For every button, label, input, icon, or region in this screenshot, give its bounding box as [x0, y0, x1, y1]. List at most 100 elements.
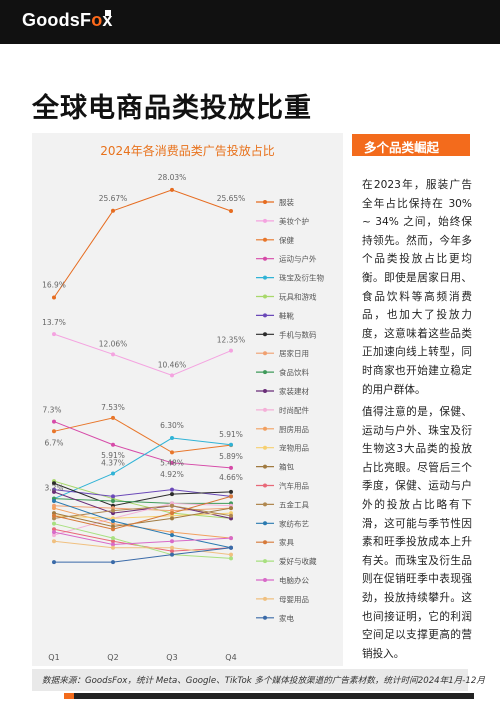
page-title: 全球电商品类投放比重 [32, 93, 312, 124]
data-point [52, 527, 56, 532]
legend-swatch-dot [263, 370, 267, 375]
legend-label: 母婴用品 [279, 595, 309, 604]
legend-item[interactable]: 家纺布艺 [256, 518, 309, 528]
legend-label: 玩具和游戏 [279, 292, 317, 302]
legend-item[interactable]: 汽车用品 [256, 481, 309, 491]
data-label: 25.67% [99, 194, 128, 203]
data-point [229, 552, 233, 557]
series-line [53, 437, 232, 500]
data-label: 13.7% [42, 318, 66, 327]
section-heading: 多个品类崛起 [364, 140, 440, 155]
legend-swatch-dot [263, 540, 267, 545]
legend-swatch-dot [263, 256, 267, 261]
series-line [53, 417, 232, 453]
legend-label: 家电 [279, 613, 294, 623]
legend-item[interactable]: 手机与数码 [256, 329, 317, 339]
series-line [53, 491, 232, 519]
data-label: 6.7% [44, 438, 63, 447]
legend-swatch-dot [263, 294, 267, 299]
chart-title: 2024年各消费品类广告投放占比 [100, 144, 275, 158]
data-point [52, 506, 56, 511]
legend-item[interactable]: 食品饮料 [256, 367, 309, 377]
x-tick-label: Q1 [48, 653, 59, 662]
data-label: 4.66% [219, 473, 243, 482]
legend-item[interactable]: 保健 [256, 235, 294, 245]
legend-item[interactable]: 服装 [256, 197, 294, 207]
x-tick-label: Q3 [166, 653, 177, 662]
data-point [111, 518, 115, 523]
legend-item[interactable]: 箱包 [256, 462, 294, 472]
legend-swatch-dot [263, 218, 267, 223]
data-point [111, 527, 115, 532]
legend-item[interactable]: 美妆个护 [256, 216, 309, 226]
legend-item[interactable]: 母婴用品 [256, 595, 309, 604]
data-point [229, 536, 233, 541]
data-point [229, 442, 233, 447]
legend-label: 五金工具 [279, 499, 309, 509]
series-line [53, 333, 232, 376]
source-note: 数据来源：GoodsFox，统计 Meta、Google、TikTok 多个媒体… [42, 676, 485, 686]
series-line [53, 498, 231, 504]
legend-item[interactable]: 珠宝及衍生物 [256, 273, 324, 283]
data-label: 4.37% [101, 459, 125, 468]
legend-item[interactable]: 玩具和游戏 [256, 292, 317, 302]
footer-accent-bar [74, 693, 474, 699]
data-label: 12.35% [217, 336, 246, 345]
data-point [111, 208, 115, 213]
goodsfox-logo[interactable]: GoodsFox [22, 10, 113, 30]
legend-swatch-dot [263, 237, 267, 242]
data-point [111, 524, 115, 529]
data-point [170, 516, 174, 521]
data-point [170, 539, 174, 544]
data-point [170, 436, 174, 441]
data-label: 7.3% [42, 406, 61, 415]
legend-label: 厨房用品 [279, 424, 309, 434]
data-label: 5.89% [219, 452, 243, 461]
legend-item[interactable]: 宠物用品 [256, 443, 309, 453]
logo-mark-icon [105, 10, 111, 16]
data-point [111, 498, 115, 503]
data-label: 5.91% [101, 451, 125, 460]
legend-swatch-dot [263, 521, 267, 526]
legend-label: 手机与数码 [279, 329, 317, 339]
data-point [170, 549, 174, 554]
legend-item[interactable]: 家装建材 [256, 386, 309, 396]
data-point [111, 352, 115, 357]
data-label: 10.46% [158, 360, 187, 369]
data-point [52, 560, 56, 565]
legend-item[interactable]: 五金工具 [256, 499, 309, 509]
legend-item[interactable]: 家电 [256, 613, 294, 623]
series-line [54, 547, 232, 563]
data-point [229, 208, 233, 213]
data-point [229, 506, 233, 511]
data-point [170, 460, 174, 465]
data-point [229, 513, 233, 518]
legend-item[interactable]: 爱好与收藏 [256, 556, 317, 566]
legend-swatch-dot [263, 275, 267, 280]
data-point [111, 560, 115, 565]
legend-item[interactable]: 鞋靴 [256, 310, 294, 320]
legend-item[interactable]: 电脑办公 [256, 575, 309, 585]
data-point [170, 503, 174, 508]
legend-swatch-dot [263, 445, 267, 450]
legend-label: 箱包 [279, 462, 294, 472]
legend-item[interactable]: 厨房用品 [256, 424, 309, 434]
insight-paragraph-2: 值得注意的是，保健、运动与户外、珠宝及衍生物这3大品类的投放占比亮眼。尽管后三个… [362, 406, 472, 660]
legend-item[interactable]: 家具 [256, 537, 294, 547]
data-label: 28.03% [158, 173, 187, 182]
legend-swatch-dot [263, 464, 267, 469]
legend-label: 珠宝及衍生物 [279, 273, 324, 283]
data-label: 7.53% [101, 403, 125, 412]
legend-item[interactable]: 居家日用 [256, 348, 309, 358]
series-line [53, 505, 232, 519]
data-point [170, 450, 174, 455]
series-line [53, 482, 232, 507]
series-line [53, 495, 232, 530]
x-tick-label: Q4 [225, 653, 236, 662]
data-point [229, 489, 233, 494]
legend-item[interactable]: 运动与户外 [256, 254, 317, 264]
legend-item[interactable]: 时尚配件 [256, 405, 309, 415]
data-point [170, 187, 174, 192]
legend-label: 宠物用品 [279, 443, 309, 453]
series-line [53, 500, 232, 549]
